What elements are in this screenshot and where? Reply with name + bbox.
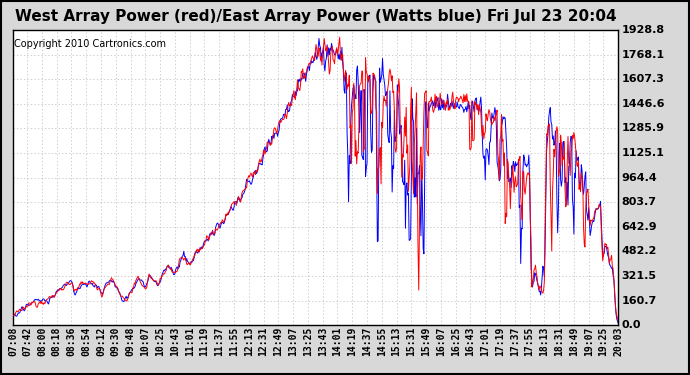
- Text: 160.7: 160.7: [622, 296, 657, 306]
- Text: 1446.6: 1446.6: [622, 99, 665, 109]
- Text: 1285.9: 1285.9: [622, 123, 664, 134]
- Text: 642.9: 642.9: [622, 222, 658, 232]
- Text: Copyright 2010 Cartronics.com: Copyright 2010 Cartronics.com: [14, 39, 166, 49]
- Text: 1768.1: 1768.1: [622, 50, 665, 60]
- Text: 964.4: 964.4: [622, 172, 658, 183]
- Text: 1607.3: 1607.3: [622, 74, 664, 84]
- Text: 321.5: 321.5: [622, 271, 657, 281]
- Text: 1928.8: 1928.8: [622, 25, 665, 35]
- Text: West Array Power (red)/East Array Power (Watts blue) Fri Jul 23 20:04: West Array Power (red)/East Array Power …: [15, 9, 616, 24]
- Text: 0.0: 0.0: [622, 320, 641, 330]
- Text: 1125.1: 1125.1: [622, 148, 664, 158]
- Text: 803.7: 803.7: [622, 197, 657, 207]
- Text: 482.2: 482.2: [622, 246, 657, 256]
